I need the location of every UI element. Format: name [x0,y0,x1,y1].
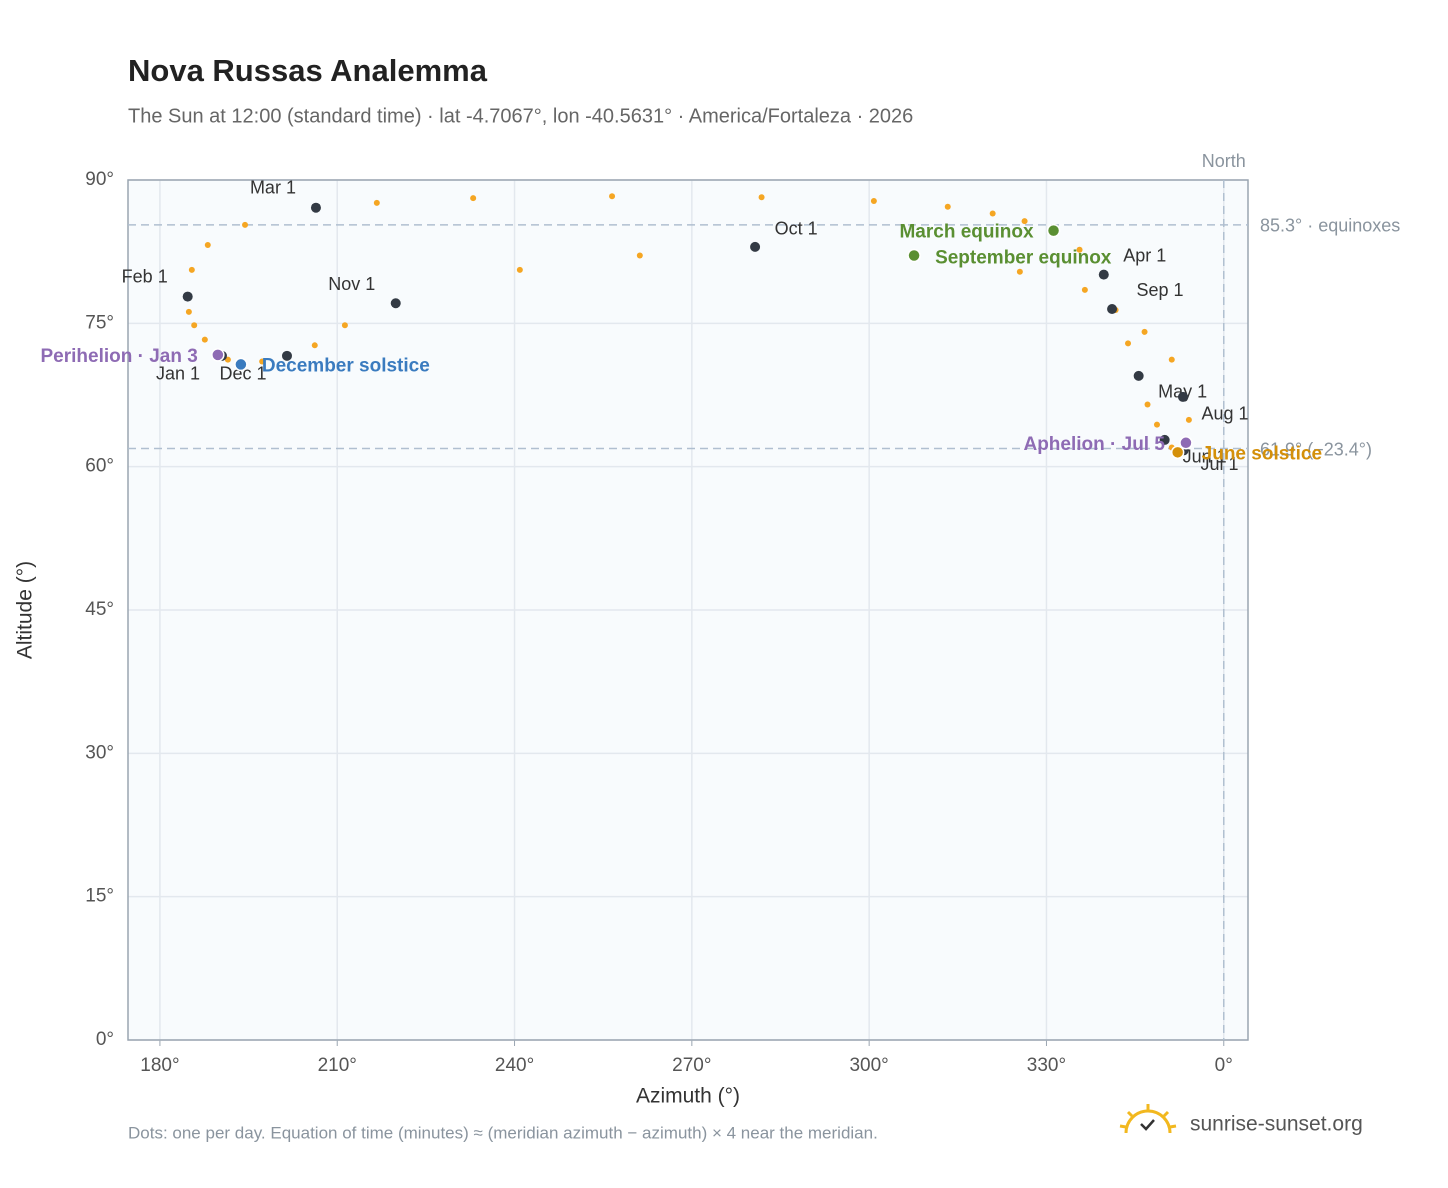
day-dot [989,210,996,217]
day-dot [470,195,477,202]
day-dot [373,199,380,206]
month-label: Oct 1 [775,219,818,239]
y-tick-label: 30° [85,742,114,763]
plot-frame [127,179,1249,1041]
chart-title: Nova Russas Analemma [128,53,488,88]
day-dot [242,221,249,228]
x-axis-label: Azimuth (°) [636,1085,740,1108]
day-dot [944,203,951,210]
month-label: Jan 1 [156,364,200,384]
month-dot [390,298,401,309]
day-dot [191,322,198,329]
month-dot [1133,370,1144,381]
month-dot [1107,304,1118,314]
day-dot [201,336,208,343]
x-tick-label: 300° [849,1055,888,1076]
day-dot [1081,286,1088,293]
month-label: Jun 1 [1183,447,1227,467]
x-tick-label: 330° [1027,1055,1066,1076]
day-dot [609,193,616,200]
event-label: Perihelion · Jan 3 [41,346,198,367]
event-dot [907,248,921,263]
day-dot [870,198,877,205]
watermark-logo [1119,1104,1177,1134]
footnote: Dots: one per day. Equation of time (min… [128,1123,878,1142]
y-tick-label: 90° [85,169,114,190]
event-dot [211,348,225,362]
day-dot [1125,340,1132,347]
day-dot [1016,268,1023,275]
month-label: Nov 1 [328,274,375,294]
day-dot [311,342,318,349]
y-tick-label: 15° [85,886,114,907]
event-label: December solstice [262,355,430,376]
month-dot [1177,391,1188,402]
day-dot [516,266,523,273]
month-dot [281,350,292,361]
month-label: Apr 1 [1123,245,1166,265]
day-dot [1168,356,1175,363]
north-label: North [1202,151,1246,171]
day-dot [1141,328,1148,335]
y-tick-label: 45° [85,599,114,620]
x-tick-label: 210° [318,1055,357,1076]
event-label: September equinox [935,248,1112,269]
y-axis-label: Altitude (°) [14,561,37,659]
day-dot [758,194,765,201]
y-tick-label: 60° [85,456,114,477]
x-tick-label: 180° [140,1055,179,1076]
day-dot [636,252,643,259]
day-dot [185,308,192,315]
day-dot [1021,218,1028,225]
month-label: Aug 1 [1201,404,1248,424]
month-label: Sep 1 [1137,280,1184,300]
day-dot [1144,401,1151,408]
x-tick-label: 240° [495,1055,534,1076]
month-dot [750,241,761,252]
reference-label: 85.3° · equinoxes [1260,216,1400,236]
event-dot [1179,436,1193,450]
event-dot [234,357,248,372]
event-label: June solstice [1202,443,1322,464]
month-dot [182,291,193,302]
event-dot [1046,223,1061,238]
month-label: May 1 [1158,382,1207,402]
month-label: Feb 1 [122,266,168,286]
day-dot [1185,416,1192,423]
event-label: March equinox [899,222,1034,243]
day-dot [1153,421,1160,428]
day-dot [1076,246,1083,253]
day-dot [341,322,348,329]
watermark: sunrise-sunset.org [1190,1113,1363,1136]
month-label: Jul 1 [1201,454,1239,474]
x-tick-label: 270° [672,1055,711,1076]
x-tick-label: 0° [1215,1055,1233,1076]
month-dot [1098,269,1109,280]
day-dot [204,241,211,248]
month-dot [310,202,321,213]
day-dot [259,358,266,365]
reference-label: 61.9° (−23.4°) [1260,439,1372,459]
day-dot [188,266,195,273]
month-label: Dec 1 [219,364,266,384]
event-dot [1170,445,1185,460]
month-dot [1159,434,1170,445]
month-label: Mar 1 [250,177,296,197]
chart-subtitle: The Sun at 12:00 (standard time) · lat -… [128,105,913,127]
event-label: Aphelion · Jul 5 [1023,434,1165,455]
y-tick-label: 0° [96,1029,114,1050]
y-tick-label: 75° [85,312,114,333]
